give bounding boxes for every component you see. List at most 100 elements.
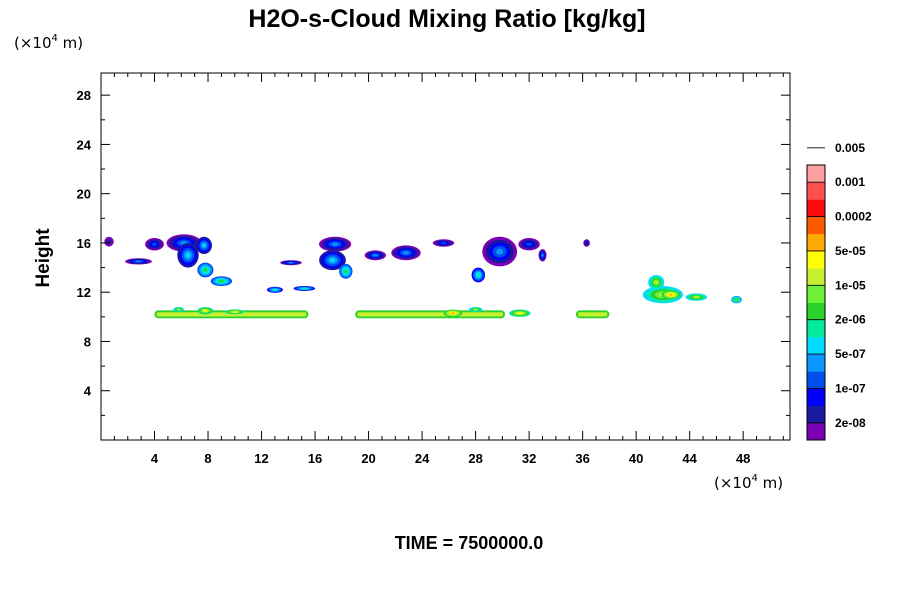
cloud-feature	[319, 250, 346, 271]
plot-frame	[100, 72, 791, 441]
x-unit-exponent: 4	[752, 473, 758, 484]
cloud-contour	[288, 261, 294, 264]
cloud-contour	[526, 242, 532, 246]
cloud-feature	[443, 309, 463, 317]
cloud-contour	[440, 242, 447, 244]
cloud-feature	[648, 275, 665, 290]
x-tick-label: 16	[308, 451, 322, 466]
cloud-contour	[403, 251, 409, 255]
y-axis-label: Height	[33, 228, 54, 288]
cloud-feature	[661, 290, 681, 300]
cloud-contour	[654, 280, 658, 284]
cloud-contour	[344, 269, 348, 273]
cloud-contour	[135, 260, 142, 263]
y-tick-label: 12	[77, 285, 91, 300]
cloud-feature	[471, 267, 485, 283]
cloud-feature	[482, 236, 518, 267]
cloud-feature	[197, 307, 214, 315]
legend-swatch	[807, 233, 825, 252]
x-unit-tail: m)	[758, 474, 783, 492]
legend-label: 5e-07	[835, 347, 866, 361]
cloud-feature	[266, 286, 283, 293]
cloud-feature	[685, 293, 707, 301]
y-tick-label: 20	[77, 187, 91, 202]
x-tick-label: 32	[522, 451, 536, 466]
legend-label: 0.001	[835, 175, 865, 189]
cloud-contour	[735, 298, 738, 301]
cloud-feature	[104, 236, 114, 247]
legend-swatch	[807, 199, 825, 217]
legend-label: 2e-08	[835, 416, 866, 430]
legend-swatch	[807, 405, 825, 424]
color-legend: 2e-08 1e-07 5e-07 2e-06 1e-05 5e-05 0.0002 0.00…	[806, 141, 872, 441]
cloud-contour	[232, 311, 237, 313]
x-tick-label: 8	[204, 451, 211, 466]
cloud-feature	[518, 238, 540, 251]
cloud-feature	[125, 258, 152, 265]
cloud-feature	[210, 276, 233, 286]
cloud-contour	[203, 309, 207, 312]
cloud-feature	[364, 250, 386, 261]
y-tick-label: 24	[77, 137, 92, 152]
cloud-feature	[468, 307, 483, 312]
cloud-feature	[432, 239, 455, 247]
cloud-contour	[219, 280, 224, 283]
cloud-contour	[185, 252, 191, 258]
x-tick-label: 28	[468, 451, 482, 466]
y-unit-tail: m)	[58, 34, 83, 52]
cloud-contour	[329, 258, 336, 263]
cloud-contour	[541, 254, 544, 257]
time-label: TIME = 7500000.0	[395, 533, 544, 553]
cloud-contour	[302, 287, 307, 290]
y-tick-label: 4	[84, 384, 92, 399]
x-tick-label: 4	[151, 451, 159, 466]
legend-swatch	[807, 388, 825, 407]
legend-label: 0.005	[835, 141, 865, 155]
cloud-feature	[293, 286, 316, 291]
cloud-feature	[583, 239, 590, 247]
y-tick-label: 8	[84, 334, 91, 349]
cloud-feature	[154, 310, 309, 319]
y-tick-label: 28	[77, 88, 91, 103]
legend-swatch	[807, 285, 825, 303]
cloud-contour	[517, 312, 522, 315]
cloud-feature	[731, 295, 742, 304]
legend-swatch	[807, 422, 825, 441]
cloud-feature	[225, 309, 245, 315]
legend-label: 1e-05	[835, 278, 866, 292]
cloud-contour	[273, 289, 277, 291]
band-contour	[577, 312, 608, 317]
x-tick-label: 24	[415, 451, 430, 466]
legend-swatch	[807, 216, 825, 235]
cloud-feature	[391, 245, 421, 261]
cloud-feature	[538, 249, 547, 262]
x-tick-label: 12	[254, 451, 268, 466]
cloud-feature	[509, 309, 531, 317]
x-tick-label: 20	[361, 451, 375, 466]
cloud-feature	[355, 310, 505, 319]
band-contour	[357, 312, 503, 317]
y-tick-label: 16	[77, 236, 91, 251]
legend-swatch	[807, 371, 825, 389]
legend-swatch	[807, 182, 825, 200]
legend-swatch	[807, 250, 825, 269]
cloud-contour	[496, 248, 504, 255]
legend-frame	[806, 164, 826, 441]
cloud-feature	[196, 236, 212, 254]
cloud-contour	[202, 243, 206, 248]
cloud-feature	[339, 263, 353, 279]
legend-swatch	[807, 165, 825, 183]
cloud-feature	[280, 260, 302, 266]
cloud-contour	[373, 254, 378, 257]
legend-swatch	[807, 336, 825, 355]
x-tick-label: 36	[575, 451, 589, 466]
legend-swatch	[807, 319, 825, 338]
cloud-feature	[575, 310, 610, 319]
cloud-feature	[319, 236, 352, 252]
cloud-contour	[669, 293, 673, 296]
cloud-contour	[177, 308, 180, 311]
x-tick-label: 48	[736, 451, 750, 466]
legend-label: 1e-07	[835, 381, 866, 395]
